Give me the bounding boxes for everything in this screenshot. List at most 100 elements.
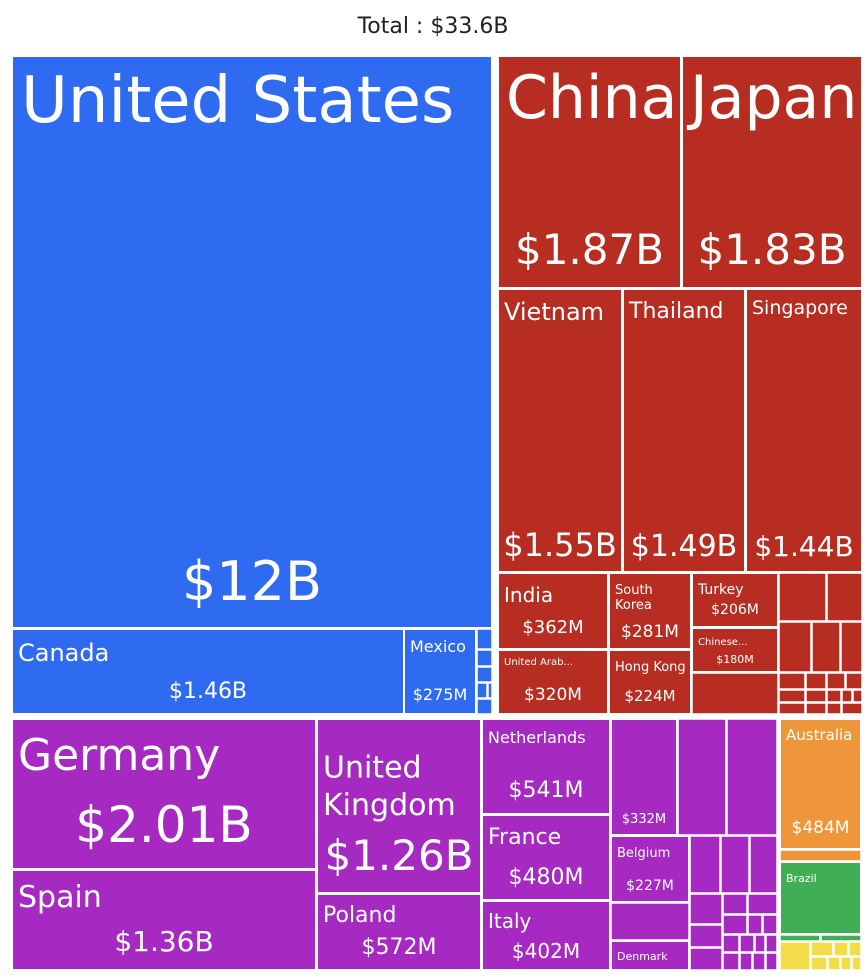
treemap-tile-minor-10 <box>840 621 863 673</box>
treemap-tile-poland: Poland $572M <box>316 893 482 971</box>
treemap-tile-thailand: Thailand $1.49B <box>622 288 746 573</box>
treemap-tile-minor-47 <box>779 849 862 862</box>
tile-label-belgium: Belgium <box>617 846 670 861</box>
tile-value-germany: $2.01B <box>75 796 252 854</box>
treemap-tile-minor-32 <box>722 893 748 915</box>
treemap-tile-minor-6 <box>778 572 827 622</box>
tile-label-india: India <box>504 583 553 607</box>
treemap-tile-minor-23 <box>826 702 842 715</box>
treemap-tile-minor-33 <box>747 893 778 915</box>
tile-value-spain: $1.36B <box>114 925 213 958</box>
tile-value-united-kingdom: $1.26B <box>324 831 473 880</box>
treemap-tile-turkey: Turkey $206M <box>691 572 779 628</box>
treemap-tile-minor-7 <box>826 572 863 622</box>
treemap-tile-minor-13 <box>805 672 827 690</box>
treemap-tile-minor-38 <box>722 934 740 953</box>
tile-label-netherlands: Netherlands <box>488 728 586 747</box>
treemap-tile-australia: Australia $484M <box>779 718 862 850</box>
treemap-tile-minor-24 <box>841 702 863 715</box>
treemap-tile-minor-56 <box>840 956 852 971</box>
tile-value-mexico: $275M <box>413 685 468 704</box>
treemap-tile-chinese: Chinese... $180M <box>691 627 779 673</box>
treemap-tile-netherlands: Netherlands $541M <box>481 718 611 815</box>
treemap-tile-minor-44 <box>739 952 753 971</box>
treemap-tile-minor-52 <box>833 941 849 957</box>
treemap-tile-minor-14 <box>826 672 846 690</box>
tile-value-singapore: $1.44B <box>754 530 853 563</box>
treemap-tile-unlabeled-21: $332M <box>610 718 678 836</box>
tile-label-canada: Canada <box>18 639 109 667</box>
treemap-tile-minor-9 <box>811 621 841 673</box>
treemap-tile-minor-46 <box>765 952 778 971</box>
tile-label-germany: Germany <box>18 730 220 781</box>
tile-label-hong-kong: Hong Kong <box>615 660 686 675</box>
treemap-tile-minor-29 <box>749 835 778 894</box>
tile-label-japan: Japan <box>686 63 857 133</box>
tile-label-vietnam: Vietnam <box>504 298 604 326</box>
tile-label-turkey: Turkey <box>697 582 744 598</box>
treemap-tile-minor-31 <box>689 893 723 925</box>
tile-value-australia: $484M <box>792 818 850 838</box>
tile-label-united-arab: United Arab... <box>504 657 573 668</box>
tile-value-united-arab: $320M <box>524 685 582 705</box>
tile-value-unlabeled-21: $332M <box>622 812 666 827</box>
treemap-tile-japan: Japan $1.83B <box>681 55 863 289</box>
tile-label-mexico: Mexico <box>410 637 466 656</box>
treemap-tile-italy: Italy $402M <box>481 900 611 971</box>
treemap-tile-minor-51 <box>810 941 834 957</box>
treemap-tile-singapore: Singapore $1.44B <box>745 288 863 573</box>
treemap-tile-minor-54 <box>810 956 828 971</box>
treemap-tile-belgium: Belgium $227M <box>610 835 690 903</box>
tile-value-japan: $1.83B <box>697 225 846 274</box>
treemap-tile-minor-26 <box>726 718 778 836</box>
tile-label-united-kingdom-0: United <box>323 751 422 786</box>
tile-label-spain: Spain <box>18 880 102 915</box>
tile-label-italy: Italy <box>488 909 532 933</box>
treemap-tile-minor-45 <box>752 952 766 971</box>
treemap-tile-canada: Canada $1.46B <box>11 628 405 715</box>
treemap-tile-minor-5 <box>476 698 493 715</box>
tile-label-united-kingdom-1: Kingdom <box>323 788 456 823</box>
treemap-tile-minor-48 <box>779 934 821 942</box>
treemap-tile-minor-4 <box>487 682 493 699</box>
tile-value-south-korea: $281M <box>621 622 679 642</box>
treemap-tile-vietnam: Vietnam $1.55B <box>497 288 623 573</box>
treemap-tile-minor-22 <box>805 702 827 715</box>
treemap-tile-minor-21 <box>778 702 806 715</box>
tile-value-france: $480M <box>509 865 584 890</box>
treemap-tile-minor-19 <box>841 689 853 703</box>
treemap-tile-spain: Spain $1.36B <box>11 869 317 971</box>
treemap-tile-minor-34 <box>722 914 748 935</box>
tile-value-vietnam: $1.55B <box>503 526 617 564</box>
treemap-tile-germany: Germany $2.01B <box>11 718 317 870</box>
treemap-tile-minor-16 <box>778 689 806 703</box>
treemap-tile-minor-41 <box>765 934 778 953</box>
tile-value-india: $362M <box>522 617 583 638</box>
treemap-tile-minor-50 <box>779 941 811 971</box>
treemap-tile-minor-8 <box>778 621 812 673</box>
tile-label-thailand: Thailand <box>628 299 723 324</box>
treemap-tile-minor-35 <box>747 914 763 935</box>
treemap-tile-india: India $362M <box>497 572 609 650</box>
treemap-tile-brazil: Brazil <box>779 861 862 935</box>
treemap-tile-france: France $480M <box>481 814 611 901</box>
tile-label-brazil: Brazil <box>786 872 817 885</box>
tile-value-poland: $572M <box>362 935 437 960</box>
treemap-tile-minor-18 <box>826 689 842 703</box>
treemap-tile-minor-57 <box>851 956 862 971</box>
treemap-tile-minor-28 <box>720 835 750 894</box>
treemap-tile-china: China $1.87B <box>497 55 682 289</box>
tile-label-poland: Poland <box>323 903 396 928</box>
treemap-tile-united-states: United States $12B <box>11 55 493 629</box>
tile-value-china: $1.87B <box>515 225 664 274</box>
tile-value-netherlands: $541M <box>509 778 584 803</box>
treemap-tile-minor-3 <box>476 682 488 699</box>
treemap-tile-minor-27 <box>689 835 721 894</box>
tile-label-china: China <box>506 63 677 133</box>
chart-title: Total : $33.6B <box>357 14 509 39</box>
tile-label-chinese: Chinese... <box>698 637 748 648</box>
tile-label-france: France <box>488 825 561 850</box>
treemap-tile-minor-30 <box>610 902 690 941</box>
